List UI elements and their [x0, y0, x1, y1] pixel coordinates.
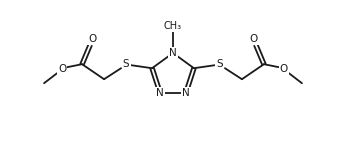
- Text: O: O: [250, 34, 258, 44]
- Text: N: N: [156, 88, 164, 98]
- Text: N: N: [182, 88, 190, 98]
- Text: N: N: [169, 48, 177, 58]
- Text: CH₃: CH₃: [164, 21, 182, 31]
- Text: O: O: [58, 64, 66, 74]
- Text: S: S: [123, 59, 129, 69]
- Text: O: O: [88, 34, 96, 44]
- Text: O: O: [280, 64, 288, 74]
- Text: S: S: [217, 59, 223, 69]
